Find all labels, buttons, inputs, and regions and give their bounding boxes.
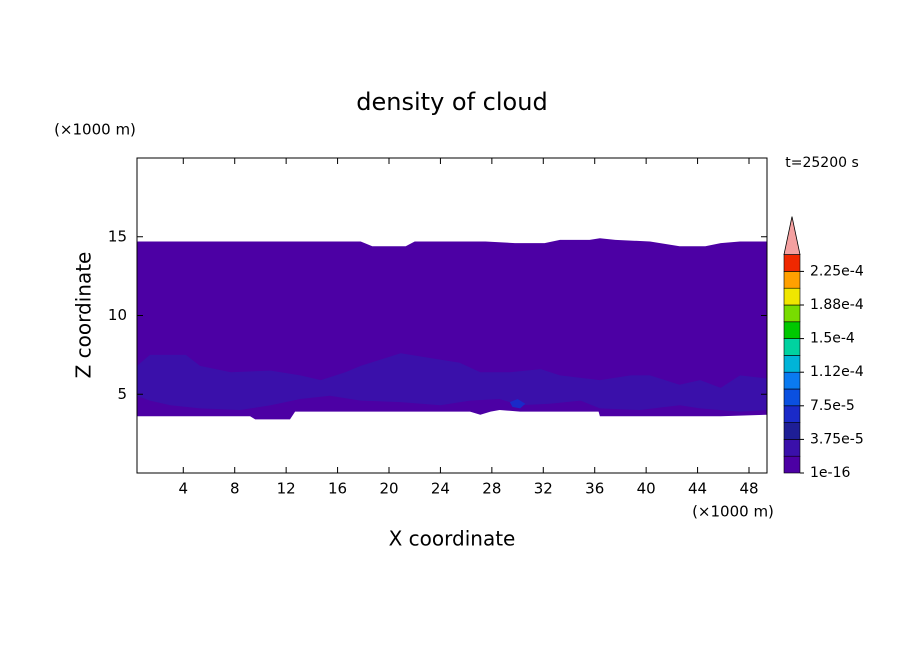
colorbar-tick-label: 1.12e-4	[810, 364, 864, 380]
x-unit: (×1000 m)	[692, 503, 774, 521]
x-tick-label: 40	[637, 480, 656, 498]
colorbar-band	[783, 439, 801, 457]
colorbar-band	[783, 422, 801, 440]
x-tick-label: 4	[179, 480, 189, 498]
colorbar-extension	[783, 216, 801, 255]
x-tick-label: 20	[379, 480, 398, 498]
colorbar-band	[783, 271, 801, 289]
x-tick-label: 28	[482, 480, 501, 498]
y-unit: (×1000 m)	[54, 121, 136, 139]
x-tick-label: 12	[277, 480, 296, 498]
contour-region	[509, 399, 526, 409]
colorbar-band	[783, 388, 801, 407]
colorbar-band	[783, 287, 801, 306]
colorbar-band	[783, 254, 801, 272]
x-tick-label: 8	[230, 480, 240, 498]
colorbar-band	[783, 405, 801, 423]
colorbar-band	[783, 355, 801, 373]
y-axis-label: Z coordinate	[72, 252, 96, 379]
x-tick-label: 48	[739, 480, 758, 498]
colorbar-tick-label: 7.5e-5	[810, 398, 855, 414]
x-tick-label: 32	[534, 480, 553, 498]
colorbar-band	[783, 338, 801, 356]
colorbar-tick-label: 1.88e-4	[810, 297, 864, 313]
contour-region	[137, 238, 767, 420]
x-tick-label: 36	[585, 480, 604, 498]
x-tick-label: 24	[431, 480, 450, 498]
time-annotation: t=25200 s	[785, 155, 859, 171]
colorbar-band	[783, 304, 801, 323]
colorbar-band	[783, 321, 801, 339]
colorbar-band	[783, 371, 801, 390]
colorbar-tick-label: 3.75e-5	[810, 431, 864, 447]
x-tick-label: 16	[328, 480, 347, 498]
x-tick-label: 44	[688, 480, 707, 498]
colorbar-band	[783, 455, 801, 474]
contour-field	[137, 238, 767, 420]
colorbar-tick-label: 2.25e-4	[810, 263, 864, 279]
colorbar-tick-label: 1.5e-4	[810, 331, 855, 347]
x-axis-label: X coordinate	[389, 527, 516, 551]
colorbar-tick-label: 1e-16	[810, 465, 850, 481]
contour-region	[137, 353, 767, 412]
y-tick-label: 10	[108, 306, 127, 324]
chart-title: density of cloud	[356, 88, 547, 116]
y-tick-label: 15	[108, 227, 127, 245]
y-tick-label: 5	[117, 385, 127, 403]
